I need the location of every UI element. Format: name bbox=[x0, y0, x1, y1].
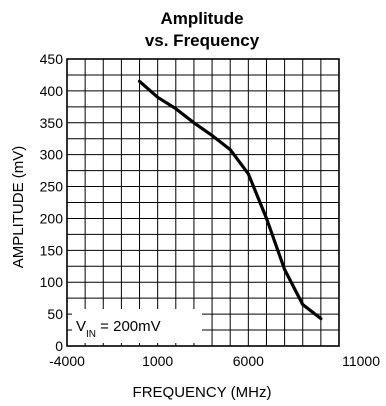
annotation-background bbox=[72, 309, 202, 343]
x-axis: -4000 1000 6000 11000 bbox=[49, 353, 380, 369]
annotation-suffix: = 200mV bbox=[96, 318, 161, 335]
x-axis-label: FREQUENCY (MHz) bbox=[133, 384, 272, 401]
x-tick-label: 1000 bbox=[142, 353, 173, 369]
y-tick-label: 150 bbox=[40, 242, 64, 258]
annotation-prefix: V bbox=[76, 318, 86, 335]
annotation-vin: VIN = 200mV bbox=[76, 318, 161, 340]
y-tick-label: 300 bbox=[40, 147, 64, 163]
y-tick-label: 0 bbox=[55, 338, 63, 354]
y-axis: 0 50 100 150 200 250 300 350 400 450 bbox=[40, 51, 64, 354]
y-tick-label: 200 bbox=[40, 210, 64, 226]
x-tick-label: -4000 bbox=[49, 353, 85, 369]
annotation-subscript: IN bbox=[86, 329, 96, 340]
y-tick-label: 400 bbox=[40, 83, 64, 99]
plot-frame bbox=[66, 58, 340, 347]
x-tick-label: 11000 bbox=[342, 353, 380, 369]
y-tick-label: 50 bbox=[47, 306, 63, 322]
y-tick-label: 450 bbox=[40, 51, 64, 67]
y-tick-label: 100 bbox=[40, 274, 64, 290]
y-tick-label: 250 bbox=[40, 179, 64, 195]
grid bbox=[67, 59, 339, 346]
series-line bbox=[137, 79, 323, 321]
x-tick-label: 6000 bbox=[233, 353, 264, 369]
y-axis-label: AMPLITUDE (mV) bbox=[10, 146, 27, 269]
chart-title-line2: vs. Frequency bbox=[145, 31, 260, 50]
y-tick-label: 350 bbox=[40, 115, 64, 131]
chart-title-line1: Amplitude bbox=[160, 9, 243, 28]
